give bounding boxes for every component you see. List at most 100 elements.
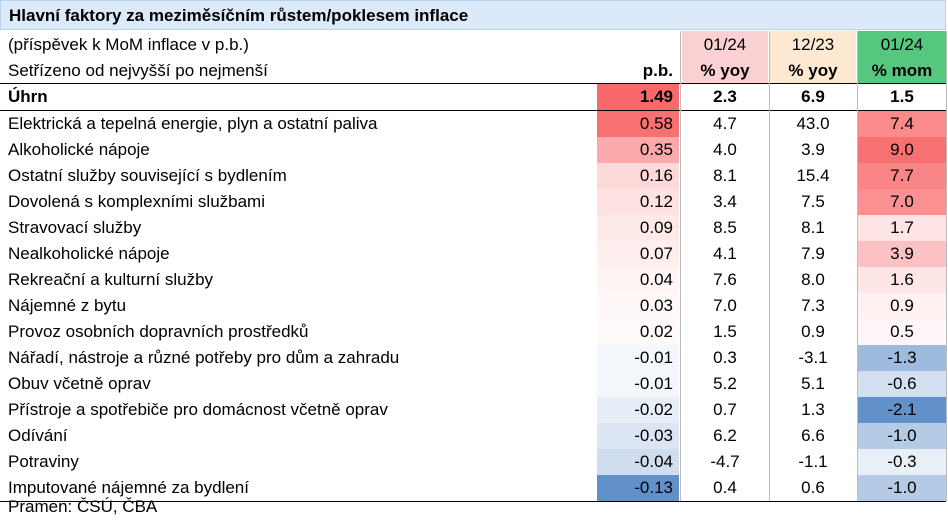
cell-yoy-1223: 43.0: [796, 114, 830, 133]
row-label: Obuv včetně oprav: [8, 374, 151, 393]
cell-mom-0124: 7.0: [858, 189, 946, 215]
cell-yoy-1223: 7.5: [801, 192, 825, 211]
cell-pb: -0.13: [597, 475, 679, 501]
cell-mom-0124: -2.1: [858, 397, 946, 423]
row-label: Nářadí, nástroje a různé potřeby pro dům…: [8, 348, 400, 367]
column-header-top: 01/24: [703, 35, 747, 54]
cell-yoy-1223: 0.6: [801, 478, 825, 497]
cell-pb: 0.03: [597, 293, 679, 319]
cell-mom-0124: 0.5: [858, 319, 946, 345]
cell-mom-0124: -0.6: [858, 371, 946, 397]
cell-mom-0124: 7.4: [858, 111, 946, 137]
column-header-bottom: % mom: [871, 61, 933, 80]
cell-yoy-0124: 7.6: [713, 270, 737, 289]
row-label: Nealkoholické nápoje: [8, 244, 170, 263]
cell-yoy-1223: 15.4: [796, 166, 830, 185]
cell-pb: 0.02: [597, 319, 679, 345]
cell-yoy-1223: -1.1: [798, 452, 828, 471]
table-title: Hlavní faktory za meziměsíčním růstem/po…: [9, 6, 469, 25]
cell-yoy-1223: 8.1: [801, 218, 825, 237]
table-row: Stravovací služby 0.09 8.5 8.1 1.7: [0, 215, 946, 241]
cell-pb: 0.12: [597, 189, 679, 215]
column-header-bg: [858, 31, 946, 83]
source-note: Pramen: ČSÚ, ČBA: [8, 497, 158, 516]
table-row: Rekreační a kulturní služby 0.04 7.6 8.0 1.6: [0, 267, 946, 293]
cell-mom-0124: 9.0: [858, 137, 946, 163]
column-separator: [680, 31, 681, 501]
bottom-rule: [0, 501, 946, 502]
column-separator: [946, 31, 947, 501]
cell-pb: 0.58: [597, 111, 679, 137]
subtitle: (příspěvek k MoM inflace v p.b.): [8, 35, 249, 54]
column-header-bottom: % yoy: [788, 61, 838, 80]
table-row: Alkoholické nápoje 0.35 4.0 3.9 9.0: [0, 137, 946, 163]
column-separator: [857, 31, 858, 501]
cell-yoy-0124: 3.4: [713, 192, 737, 211]
column-header-bottom: % yoy: [700, 61, 750, 80]
column-header-bottom: p.b.: [642, 61, 673, 80]
cell-yoy-1223: 3.9: [801, 140, 825, 159]
cell-mom-0124: 1.7: [858, 215, 946, 241]
cell-mom-0124: -1.0: [858, 475, 946, 501]
cell-mom-0124: 3.9: [858, 241, 946, 267]
table-row: Přístroje a spotřebiče pro domácnost vče…: [0, 397, 946, 423]
cell-yoy-0124: 6.2: [713, 426, 737, 445]
table-row: Nealkoholické nápoje 0.07 4.1 7.9 3.9: [0, 241, 946, 267]
row-label: Rekreační a kulturní služby: [8, 270, 214, 289]
column-header-bg: [770, 31, 856, 83]
cell-pb: 0.35: [597, 137, 679, 163]
row-label: Imputované nájemné za bydlení: [8, 478, 249, 497]
cell-mom-0124: -0.3: [858, 449, 946, 475]
cell-yoy-1223: 6.6: [801, 426, 825, 445]
cell-mom-0124: -1.3: [858, 345, 946, 371]
cell-yoy-0124: 0.4: [713, 478, 737, 497]
cell-pb: -0.02: [597, 397, 679, 423]
header-rule: [0, 83, 946, 84]
table-row: Imputované nájemné za bydlení -0.13 0.4 0.6…: [0, 475, 946, 501]
cell-mom-0124: 7.7: [858, 163, 946, 189]
title-bar: Hlavní faktory za meziměsíčním růstem/po…: [0, 0, 946, 30]
table-row: Elektrická a tepelná energie, plyn a ost…: [0, 111, 946, 137]
cell-yoy-0124: -4.7: [710, 452, 740, 471]
cell-yoy-0124: 4.0: [713, 140, 737, 159]
row-label: Potraviny: [8, 452, 79, 471]
column-header-bg: [682, 31, 768, 83]
cell-yoy-1223: 1.3: [801, 400, 825, 419]
cell-pb: 0.07: [597, 241, 679, 267]
cell-yoy-1223: -3.1: [798, 348, 828, 367]
cell-yoy-0124: 2.3: [713, 87, 737, 106]
row-label: Alkoholické nápoje: [8, 140, 150, 159]
cell-yoy-0124: 7.0: [713, 296, 737, 315]
row-label: Ostatní služby související s bydlením: [8, 166, 287, 185]
cell-mom-0124: 1.5: [858, 84, 946, 110]
cell-yoy-0124: 8.5: [713, 218, 737, 237]
total-row: Úhrn 1.49 2.3 6.9 1.5: [0, 84, 946, 110]
cell-yoy-1223: 6.9: [801, 87, 825, 106]
cell-pb: 0.16: [597, 163, 679, 189]
cell-yoy-0124: 5.2: [713, 374, 737, 393]
cell-pb: 0.09: [597, 215, 679, 241]
row-label: Elektrická a tepelná energie, plyn a ost…: [8, 114, 378, 133]
cell-pb: -0.03: [597, 423, 679, 449]
column-header-top: 12/23: [791, 35, 835, 54]
cell-mom-0124: -1.0: [858, 423, 946, 449]
cell-yoy-0124: 4.1: [713, 244, 737, 263]
cell-pb: -0.01: [597, 345, 679, 371]
table-row: Nájemné z bytu 0.03 7.0 7.3 0.9: [0, 293, 946, 319]
column-header-top: 01/24: [880, 35, 924, 54]
sort-note: Setřízeno od nejvyšší po nejmenší: [8, 61, 268, 80]
cell-yoy-1223: 7.3: [801, 296, 825, 315]
row-label: Přístroje a spotřebiče pro domácnost vče…: [8, 400, 388, 419]
cell-yoy-0124: 1.5: [713, 322, 737, 341]
cell-pb: 0.04: [597, 267, 679, 293]
table-row: Provoz osobních dopravních prostředků 0.0…: [0, 319, 946, 345]
cell-yoy-0124: 4.7: [713, 114, 737, 133]
cell-pb: 1.49: [597, 84, 679, 110]
cell-yoy-0124: 0.7: [713, 400, 737, 419]
cell-pb: -0.01: [597, 371, 679, 397]
row-label: Úhrn: [8, 87, 48, 106]
column-separator: [769, 31, 770, 501]
cell-mom-0124: 1.6: [858, 267, 946, 293]
total-rule: [0, 110, 946, 111]
cell-yoy-0124: 8.1: [713, 166, 737, 185]
